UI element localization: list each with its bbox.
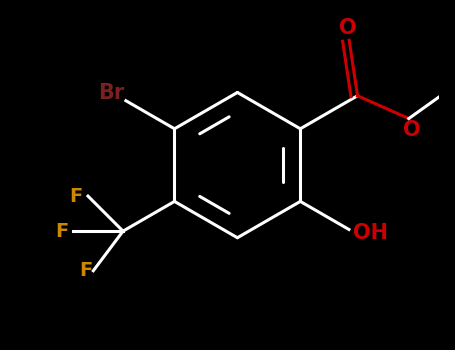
Text: F: F <box>55 222 68 241</box>
Text: OH: OH <box>353 223 388 243</box>
Text: F: F <box>79 261 92 280</box>
Text: F: F <box>70 187 83 205</box>
Text: Br: Br <box>98 83 125 103</box>
Text: O: O <box>339 18 357 38</box>
Text: O: O <box>403 120 421 140</box>
